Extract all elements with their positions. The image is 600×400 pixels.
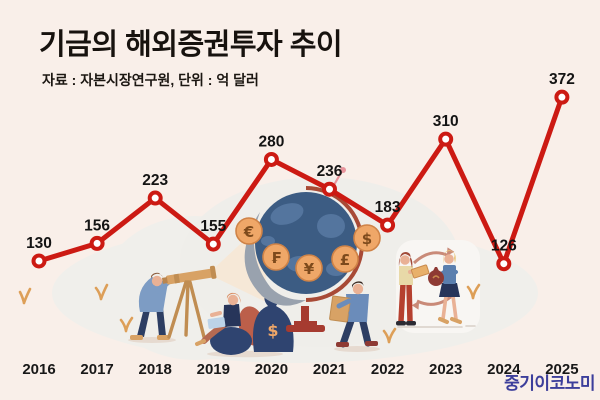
data-point-2018 <box>147 190 163 206</box>
data-label-2022: 183 <box>375 199 401 216</box>
data-label-2023: 310 <box>433 113 459 130</box>
globe-shadow <box>244 212 306 306</box>
svg-text:£: £ <box>340 251 350 269</box>
data-point-2019 <box>205 236 221 252</box>
data-point-2025 <box>554 89 570 105</box>
year-label-2021: 2021 <box>312 361 347 378</box>
data-label-2020: 280 <box>258 133 284 150</box>
year-label-2022: 2022 <box>370 361 405 378</box>
data-label-2024: 126 <box>491 238 517 255</box>
publisher-logo: 중기이코노미 <box>504 374 595 393</box>
data-label-2018: 223 <box>142 172 168 189</box>
year-label-2023: 2023 <box>429 361 463 378</box>
map-pin-icon <box>332 167 346 187</box>
data-label-2019: 155 <box>200 218 226 235</box>
data-point-2021 <box>322 181 337 197</box>
svg-text:₣: ₣ <box>271 249 281 267</box>
currency-coins: € ₣ ¥ £ $ <box>235 217 381 282</box>
page-title: 기금의 해외증권투자 추이 <box>39 29 343 61</box>
data-label-2016: 130 <box>26 235 52 252</box>
data-point-2017 <box>89 235 105 251</box>
data-point-2024 <box>496 256 512 272</box>
data-label-2025: 372 <box>549 71 575 88</box>
year-label-2019: 2019 <box>196 361 230 378</box>
ground-line <box>397 325 476 328</box>
svg-text:¥: ¥ <box>304 260 315 278</box>
banknote-icon <box>410 264 430 279</box>
euro-coin-icon: € <box>235 217 263 245</box>
franc-coin-icon: ₣ <box>262 243 290 271</box>
data-label-2021: 236 <box>317 163 343 180</box>
woman-figure-left <box>396 252 430 326</box>
year-label-2018: 2018 <box>138 361 172 378</box>
laptop-woman: $ <box>195 292 294 358</box>
pound-coin-icon: £ <box>331 245 359 273</box>
data-label-2017: 156 <box>84 217 110 234</box>
data-point-2023 <box>438 131 454 147</box>
data-point-2020 <box>263 151 279 167</box>
svg-text:$: $ <box>362 230 372 248</box>
data-point-2016 <box>31 253 47 269</box>
svg-text:€: € <box>243 223 254 241</box>
year-label-2025: 2025 <box>545 361 579 378</box>
box-carrier-man <box>329 281 380 352</box>
yen-coin-icon: ¥ <box>295 254 323 282</box>
money-bag-dollar: $ <box>267 321 278 340</box>
dollar-coin-icon: $ <box>353 224 381 252</box>
woman-figure-right <box>428 250 462 324</box>
year-label-2024: 2024 <box>487 361 521 378</box>
year-label-2016: 2016 <box>22 361 56 378</box>
exchange-scene <box>396 247 476 328</box>
exchange-arrow-top <box>412 251 450 265</box>
source-note: 자료 : 자본시장연구원, 단위 : 억 달러 <box>42 72 259 88</box>
exchange-arrow-bottom <box>416 293 454 306</box>
telescope-icon <box>161 265 217 285</box>
data-point-2022 <box>380 217 396 233</box>
telescope-tripod <box>167 280 206 339</box>
coin-purse-icon <box>428 267 444 286</box>
year-label-2017: 2017 <box>80 361 114 378</box>
trend-line <box>36 94 565 267</box>
year-label-2020: 2020 <box>254 361 289 378</box>
